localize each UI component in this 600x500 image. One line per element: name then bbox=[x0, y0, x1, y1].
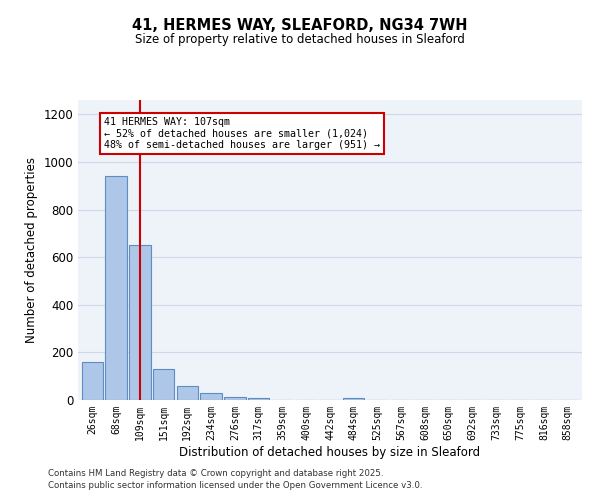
Bar bbox=[248, 398, 269, 400]
Bar bbox=[82, 362, 103, 400]
Bar bbox=[176, 386, 198, 400]
Y-axis label: Number of detached properties: Number of detached properties bbox=[25, 157, 38, 343]
Text: Contains HM Land Registry data © Crown copyright and database right 2025.: Contains HM Land Registry data © Crown c… bbox=[48, 468, 383, 477]
Bar bbox=[106, 176, 127, 400]
Text: 41 HERMES WAY: 107sqm
← 52% of detached houses are smaller (1,024)
48% of semi-d: 41 HERMES WAY: 107sqm ← 52% of detached … bbox=[104, 116, 380, 150]
Text: 41, HERMES WAY, SLEAFORD, NG34 7WH: 41, HERMES WAY, SLEAFORD, NG34 7WH bbox=[132, 18, 468, 32]
Bar bbox=[129, 245, 151, 400]
Text: Size of property relative to detached houses in Sleaford: Size of property relative to detached ho… bbox=[135, 32, 465, 46]
X-axis label: Distribution of detached houses by size in Sleaford: Distribution of detached houses by size … bbox=[179, 446, 481, 458]
Bar bbox=[153, 369, 174, 400]
Bar bbox=[224, 397, 245, 400]
Bar bbox=[343, 398, 364, 400]
Text: Contains public sector information licensed under the Open Government Licence v3: Contains public sector information licen… bbox=[48, 481, 422, 490]
Bar bbox=[200, 393, 222, 400]
